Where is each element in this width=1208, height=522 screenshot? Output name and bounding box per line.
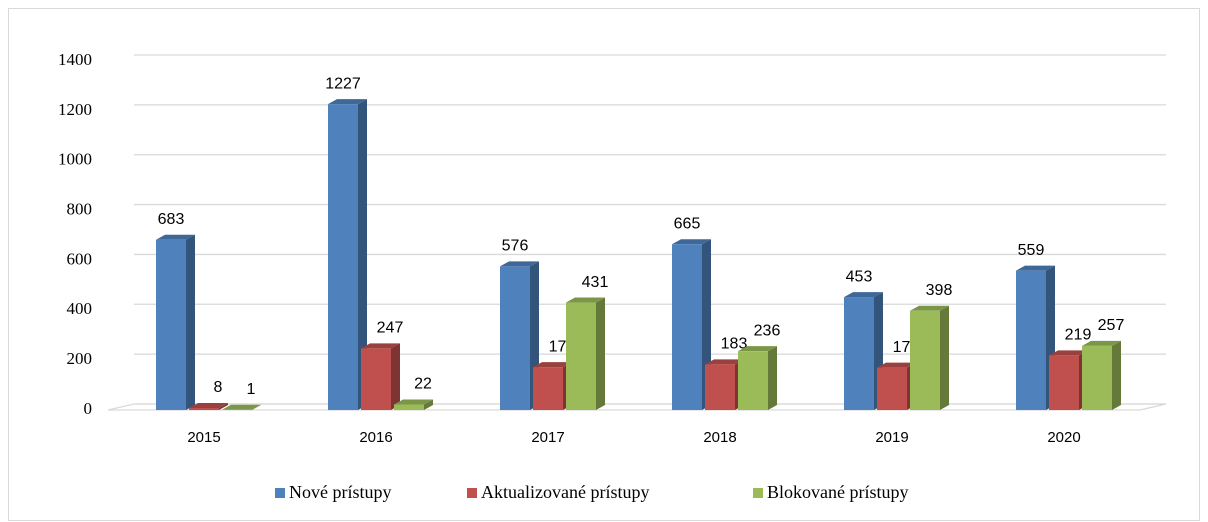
bar <box>566 302 596 410</box>
bar-top <box>738 346 777 352</box>
y-tick-label: 0 <box>84 399 93 418</box>
legend-label: Blokované prístupy <box>767 482 909 502</box>
bar-side <box>940 305 949 410</box>
bar-top <box>222 404 261 410</box>
bar-top <box>844 292 883 298</box>
bar <box>156 239 186 410</box>
data-label: 683 <box>158 211 185 228</box>
x-tick-label: 2016 <box>359 429 392 446</box>
bar-side <box>252 404 261 410</box>
bar <box>1016 270 1046 410</box>
bar-top <box>566 297 605 303</box>
legend-label: Nové prístupy <box>289 482 392 502</box>
bar-side <box>391 343 400 410</box>
data-label: 453 <box>846 268 873 285</box>
bar-side <box>424 399 433 410</box>
data-label: 431 <box>582 274 609 291</box>
bar-top <box>705 359 744 365</box>
bar-side <box>358 99 367 410</box>
bar <box>328 104 358 410</box>
y-tick-label: 400 <box>67 299 93 318</box>
bar <box>738 351 768 410</box>
bar-side <box>219 403 228 410</box>
data-label: 398 <box>926 282 953 299</box>
bar-side <box>596 297 605 410</box>
legend-swatch <box>275 488 285 498</box>
data-label: 22 <box>414 376 432 393</box>
legend-label: Aktualizované prístupy <box>481 482 649 502</box>
x-tick-label: 2018 <box>703 429 736 446</box>
bar-top <box>1016 265 1055 271</box>
data-label: 247 <box>377 320 404 337</box>
y-tick-label: 1400 <box>58 50 92 69</box>
bar-top <box>328 99 367 105</box>
data-label: 219 <box>1065 327 1092 344</box>
bar-top <box>672 239 711 245</box>
bar-top <box>500 261 539 267</box>
y-tick-label: 1000 <box>58 150 92 169</box>
data-label: 8 <box>214 379 223 396</box>
bar-side <box>1112 340 1121 410</box>
data-label: 559 <box>1018 242 1045 259</box>
bar-top <box>361 343 400 349</box>
bar <box>910 310 940 410</box>
data-label: 576 <box>502 238 529 255</box>
bar-top <box>156 234 195 240</box>
data-label: 236 <box>754 322 781 339</box>
x-tick-label: 2020 <box>1047 429 1080 446</box>
legend-swatch <box>467 488 477 498</box>
bar-top <box>1082 340 1121 346</box>
data-label: 183 <box>721 336 748 353</box>
bar-top <box>533 362 572 368</box>
bar <box>705 364 735 410</box>
bar <box>844 297 874 410</box>
data-label: 1 <box>247 381 256 398</box>
legend-swatch <box>753 488 763 498</box>
bar <box>1082 345 1112 410</box>
bar <box>533 367 563 410</box>
bar-side <box>768 346 777 410</box>
chart-border <box>8 8 1200 521</box>
bar <box>1049 355 1079 410</box>
data-label: 1227 <box>325 75 361 92</box>
bar-top <box>877 362 916 368</box>
x-tick-label: 2017 <box>531 429 564 446</box>
y-tick-label: 800 <box>67 199 93 218</box>
bar <box>189 408 219 410</box>
x-tick-label: 2019 <box>875 429 908 446</box>
bar-top <box>394 399 433 405</box>
y-tick-label: 200 <box>67 349 93 368</box>
data-label: 665 <box>674 215 701 232</box>
bar <box>394 404 424 410</box>
y-tick-label: 600 <box>67 249 93 268</box>
x-tick-label: 2015 <box>187 429 220 446</box>
bar-top <box>1049 350 1088 356</box>
bar <box>877 367 907 410</box>
data-label: 257 <box>1098 317 1125 334</box>
bar <box>361 348 391 410</box>
bar <box>500 266 530 410</box>
floor <box>107 403 1167 411</box>
bar-side <box>186 234 195 410</box>
bar <box>672 244 702 410</box>
y-tick-label: 1200 <box>58 100 92 119</box>
bar-top <box>910 305 949 311</box>
bar-top <box>189 403 228 409</box>
